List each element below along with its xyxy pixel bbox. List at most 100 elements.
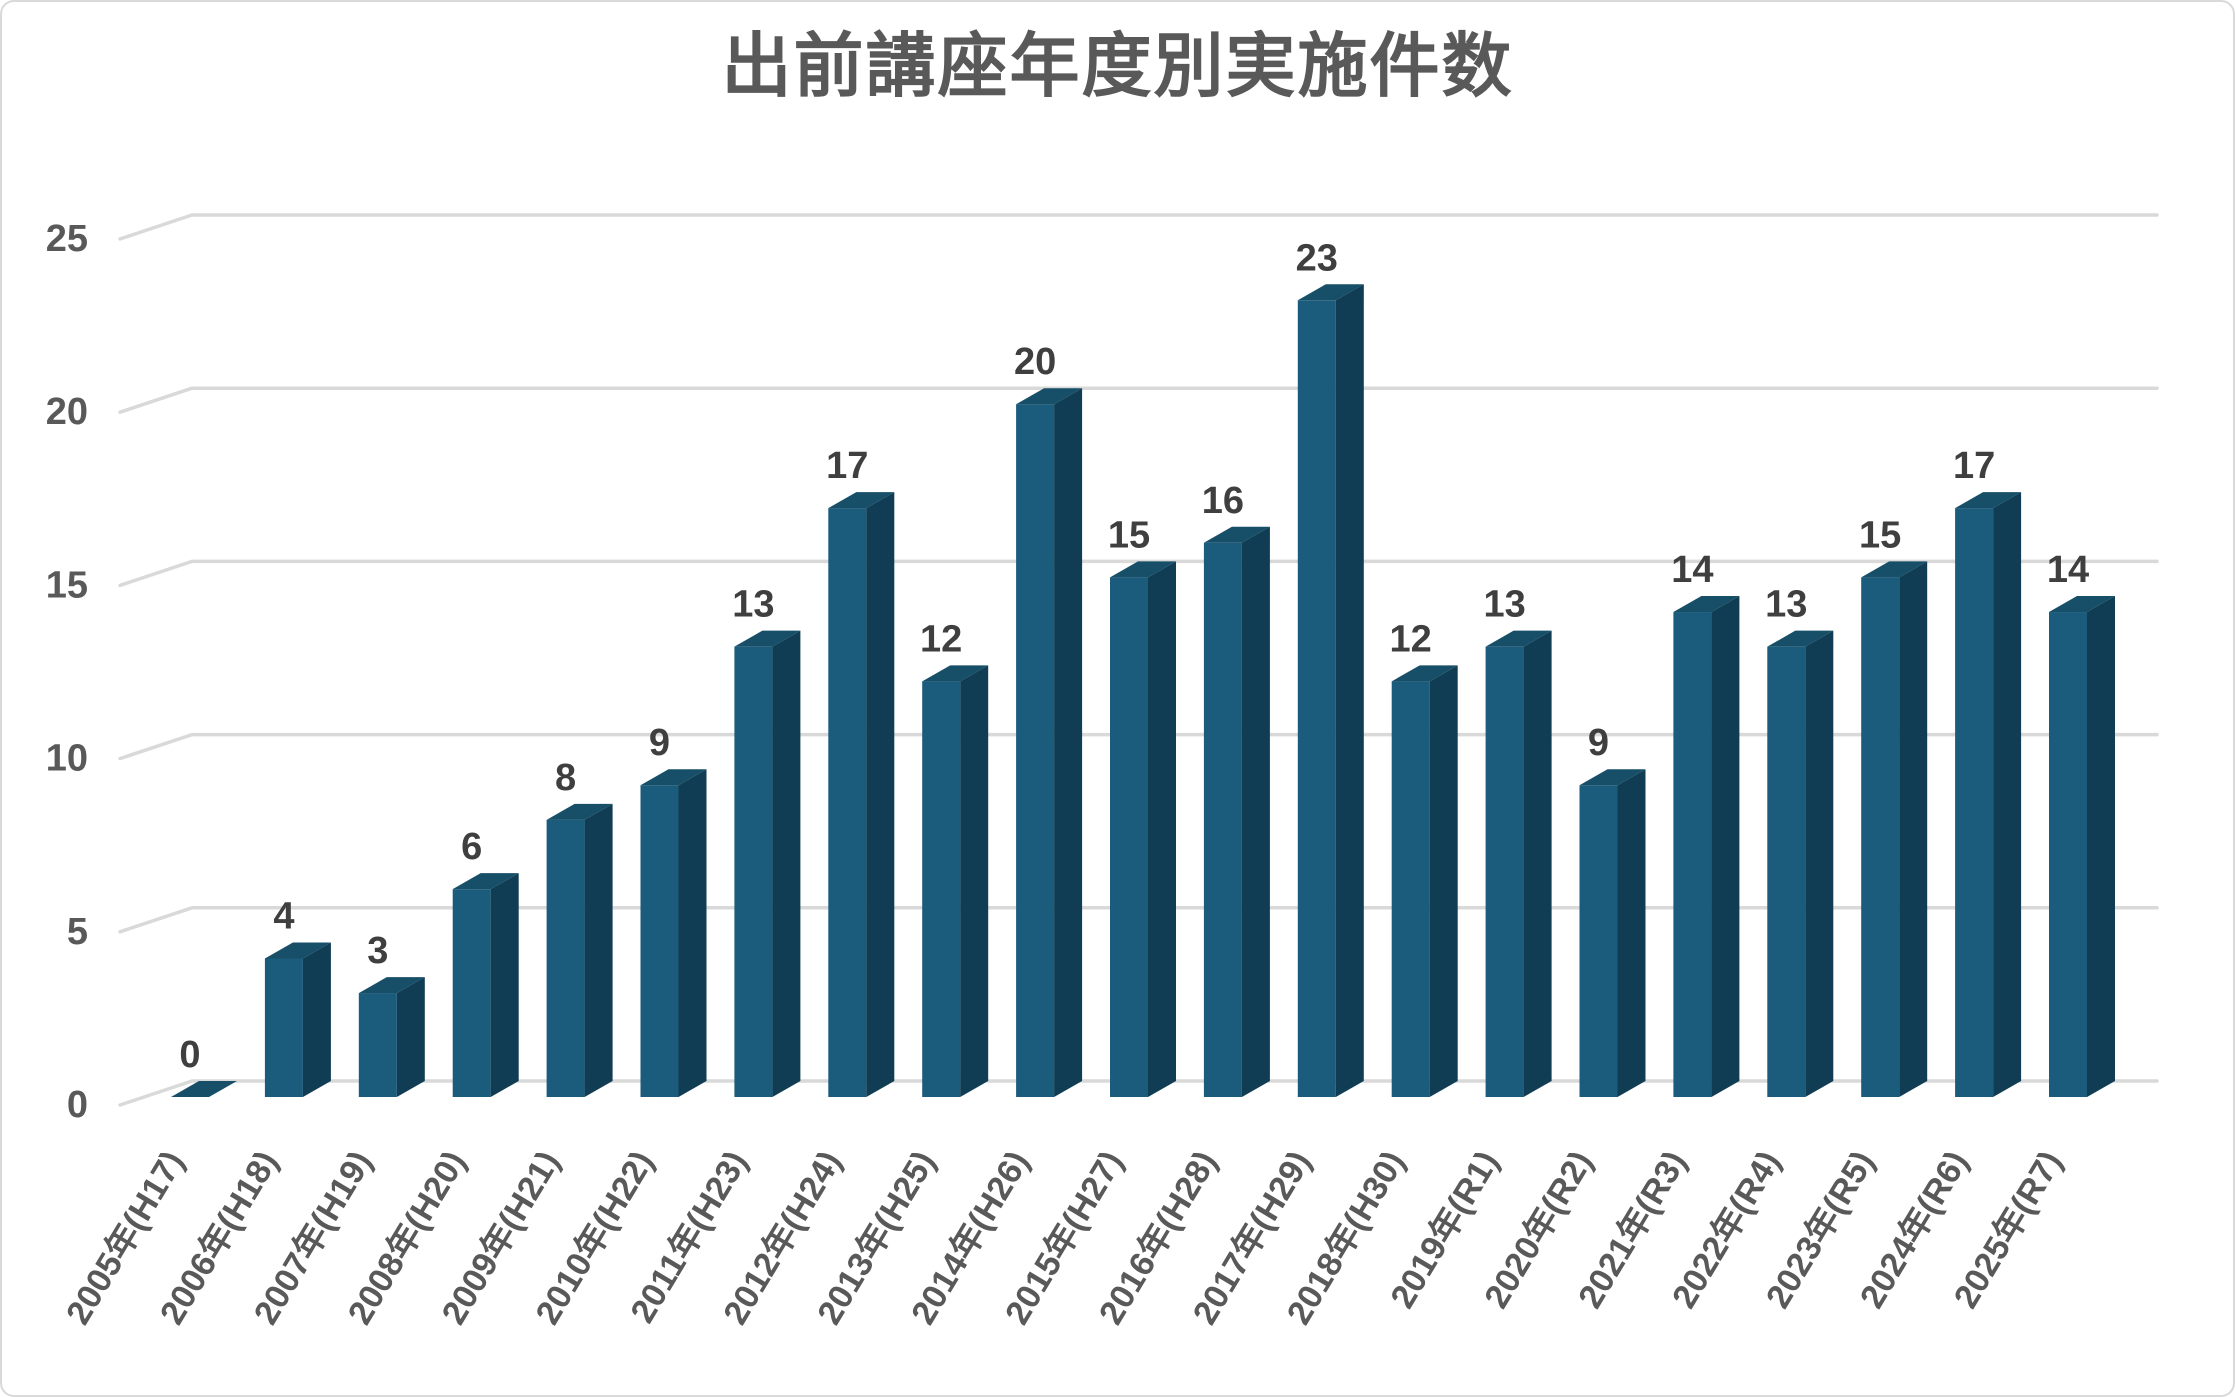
bar-2015年(H27)	[1110, 561, 1176, 1097]
bar-side-face	[1241, 526, 1270, 1097]
y-axis-tick-label: 5	[67, 911, 88, 953]
bar-side-face	[1711, 596, 1740, 1097]
bar-2014年(H26)	[1016, 388, 1083, 1097]
bar-front-face	[1955, 508, 1994, 1097]
data-label: 16	[1202, 480, 1244, 522]
bar-top-face	[1955, 492, 2022, 509]
bar-side-face	[1148, 561, 1176, 1097]
data-label: 4	[273, 895, 294, 937]
bars-group	[171, 284, 2115, 1097]
bar-2016年(H28)	[1203, 526, 1270, 1097]
gridline	[118, 559, 2159, 588]
bar-front-face	[640, 785, 679, 1097]
bar-top-face	[358, 977, 425, 994]
bar-top-face	[828, 492, 895, 509]
bar-top-face	[1110, 561, 1176, 578]
y-axis-tick-label: 20	[46, 391, 88, 433]
bar-front-face	[358, 993, 397, 1097]
bar-2007年(H19)	[358, 977, 425, 1097]
bar-top-face	[922, 665, 989, 682]
bar-2021年(R3)	[1673, 596, 1740, 1097]
bar-side-face	[584, 803, 613, 1097]
bar-front-face	[1485, 646, 1524, 1097]
bar-side-face	[772, 630, 801, 1097]
bar-front-face	[1297, 300, 1336, 1097]
bar-top-face	[171, 1081, 237, 1097]
data-label: 14	[2047, 549, 2089, 591]
bar-top-face	[1861, 561, 1928, 578]
bar-2005年(H17)	[171, 1081, 237, 1097]
bar-2013年(H25)	[922, 665, 989, 1097]
bar-side-face	[2087, 596, 2115, 1097]
bar-front-face	[734, 646, 773, 1097]
bar-top-face	[1016, 388, 1083, 405]
bar-front-face	[546, 819, 585, 1097]
bar-top-face	[546, 803, 613, 820]
bar-side-face	[396, 977, 425, 1097]
bar-front-face	[1110, 577, 1148, 1097]
bar-side-face	[1899, 561, 1928, 1097]
bar-top-face	[264, 942, 331, 959]
bar-side-face	[960, 665, 989, 1097]
data-label: 13	[1483, 584, 1525, 626]
bar-front-face	[1673, 612, 1712, 1097]
bar-top-face	[452, 873, 519, 890]
bar-2011年(H23)	[734, 630, 801, 1097]
gridline	[118, 213, 2159, 241]
bar-2010年(H22)	[640, 769, 707, 1097]
bar-side-face	[866, 492, 895, 1097]
bar-side-face	[302, 942, 331, 1097]
bar-side-face	[1429, 665, 1458, 1097]
data-label: 0	[179, 1034, 200, 1076]
bar-side-face	[1335, 284, 1364, 1097]
data-label: 6	[461, 826, 482, 868]
bar-2006年(H18)	[264, 942, 331, 1097]
data-label: 15	[1859, 514, 1901, 556]
gridline	[118, 386, 2159, 414]
bar-top-face	[1297, 284, 1364, 301]
bar-front-face	[1016, 404, 1055, 1097]
bar-top-face	[2049, 596, 2115, 613]
data-label: 9	[649, 722, 670, 764]
bar-front-face	[1579, 785, 1618, 1097]
bar-side-face	[1993, 492, 2022, 1097]
y-axis-tick-label: 10	[46, 738, 88, 780]
bar-top-face	[1391, 665, 1458, 682]
bar-2025年(R7)	[2049, 596, 2115, 1097]
y-axis-labels-group: 0 5 10 15 20 25	[46, 218, 88, 1126]
bar-side-face	[678, 769, 707, 1097]
bar-2012年(H24)	[828, 492, 895, 1097]
y-axis-tick-label: 0	[67, 1084, 88, 1126]
bar-top-face	[1203, 526, 1270, 543]
data-label: 3	[367, 930, 388, 972]
data-label: 9	[1588, 722, 1609, 764]
bar-top-face	[1485, 630, 1552, 647]
data-label: 20	[1014, 341, 1056, 383]
bar-side-face	[490, 873, 519, 1097]
bar-2020年(R2)	[1579, 769, 1646, 1097]
bar-2017年(H29)	[1297, 284, 1364, 1097]
bar-top-face	[1767, 630, 1834, 647]
y-axis-tick-label: 15	[46, 564, 88, 606]
chart-title: 出前講座年度別実施件数	[721, 27, 1514, 105]
bar-2024年(R6)	[1955, 492, 2022, 1097]
bar-2018年(H30)	[1391, 665, 1458, 1097]
data-label: 12	[1390, 618, 1432, 660]
data-label: 23	[1296, 237, 1338, 279]
bar-front-face	[264, 958, 303, 1097]
bar-2023年(R5)	[1861, 561, 1928, 1097]
bar-side-face	[1805, 630, 1834, 1097]
data-labels-group: 0 4 3 6 8 9 13 17 12 20 15 16 23 12 13 9 14 13 15 17 14	[179, 237, 2089, 1076]
bar-side-face	[1617, 769, 1646, 1097]
bar-front-face	[922, 681, 961, 1097]
bar-front-face	[828, 508, 867, 1097]
data-label: 13	[732, 584, 774, 626]
data-label: 14	[1671, 549, 1713, 591]
x-axis-labels-group: 2005年(H17)2006年(H18)2007年(H19)2008年(H20)…	[59, 1145, 2070, 1331]
data-label: 13	[1765, 584, 1807, 626]
bar-side-face	[1523, 630, 1552, 1097]
bar-front-face	[452, 889, 491, 1097]
bar-front-face	[1861, 577, 1900, 1097]
